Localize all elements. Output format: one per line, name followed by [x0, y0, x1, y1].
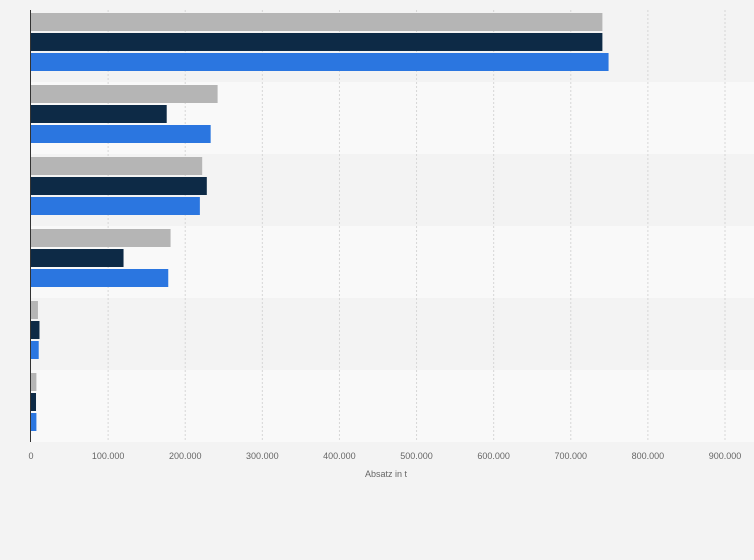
bar-series-3-row-5[interactable] — [31, 341, 39, 359]
x-tick-label: 0 — [28, 451, 33, 461]
bar-series-3-row-6[interactable] — [31, 413, 37, 431]
gridlines — [107, 10, 726, 442]
x-tick-label: 200.000 — [169, 451, 202, 461]
bar-series-2-row-1[interactable] — [31, 33, 603, 51]
bar-series-1-row-4[interactable] — [31, 229, 171, 247]
row-bands — [31, 10, 754, 442]
bar-series-3-row-2[interactable] — [31, 125, 211, 143]
bar-series-1-row-5[interactable] — [31, 301, 38, 319]
x-axis-title: Absatz in t — [365, 469, 408, 479]
x-tick-label: 400.000 — [323, 451, 356, 461]
bar-series-3-row-4[interactable] — [31, 269, 169, 287]
bar-series-2-row-2[interactable] — [31, 105, 167, 123]
x-tick-label: 800.000 — [632, 451, 665, 461]
bar-series-2-row-4[interactable] — [31, 249, 124, 267]
row-band — [31, 298, 754, 370]
x-tick-label: 700.000 — [555, 451, 588, 461]
bar-series-3-row-3[interactable] — [31, 197, 200, 215]
x-tick-label: 300.000 — [246, 451, 279, 461]
bars — [31, 13, 609, 431]
bar-series-1-row-1[interactable] — [31, 13, 603, 31]
bar-series-2-row-5[interactable] — [31, 321, 40, 339]
bar-series-2-row-3[interactable] — [31, 177, 207, 195]
x-axis-tick-labels: 0 100.000 200.000 300.000 400.000 500.000 600.… — [28, 451, 741, 461]
bar-series-1-row-2[interactable] — [31, 85, 218, 103]
x-tick-label: 900.000 — [709, 451, 742, 461]
bar-series-2-row-6[interactable] — [31, 393, 37, 411]
x-tick-label: 100.000 — [92, 451, 125, 461]
x-tick-label: 500.000 — [400, 451, 433, 461]
bar-series-3-row-1[interactable] — [31, 53, 609, 71]
row-band — [31, 370, 754, 442]
x-tick-label: 600.000 — [477, 451, 510, 461]
bar-series-1-row-6[interactable] — [31, 373, 37, 391]
bar-series-1-row-3[interactable] — [31, 157, 203, 175]
